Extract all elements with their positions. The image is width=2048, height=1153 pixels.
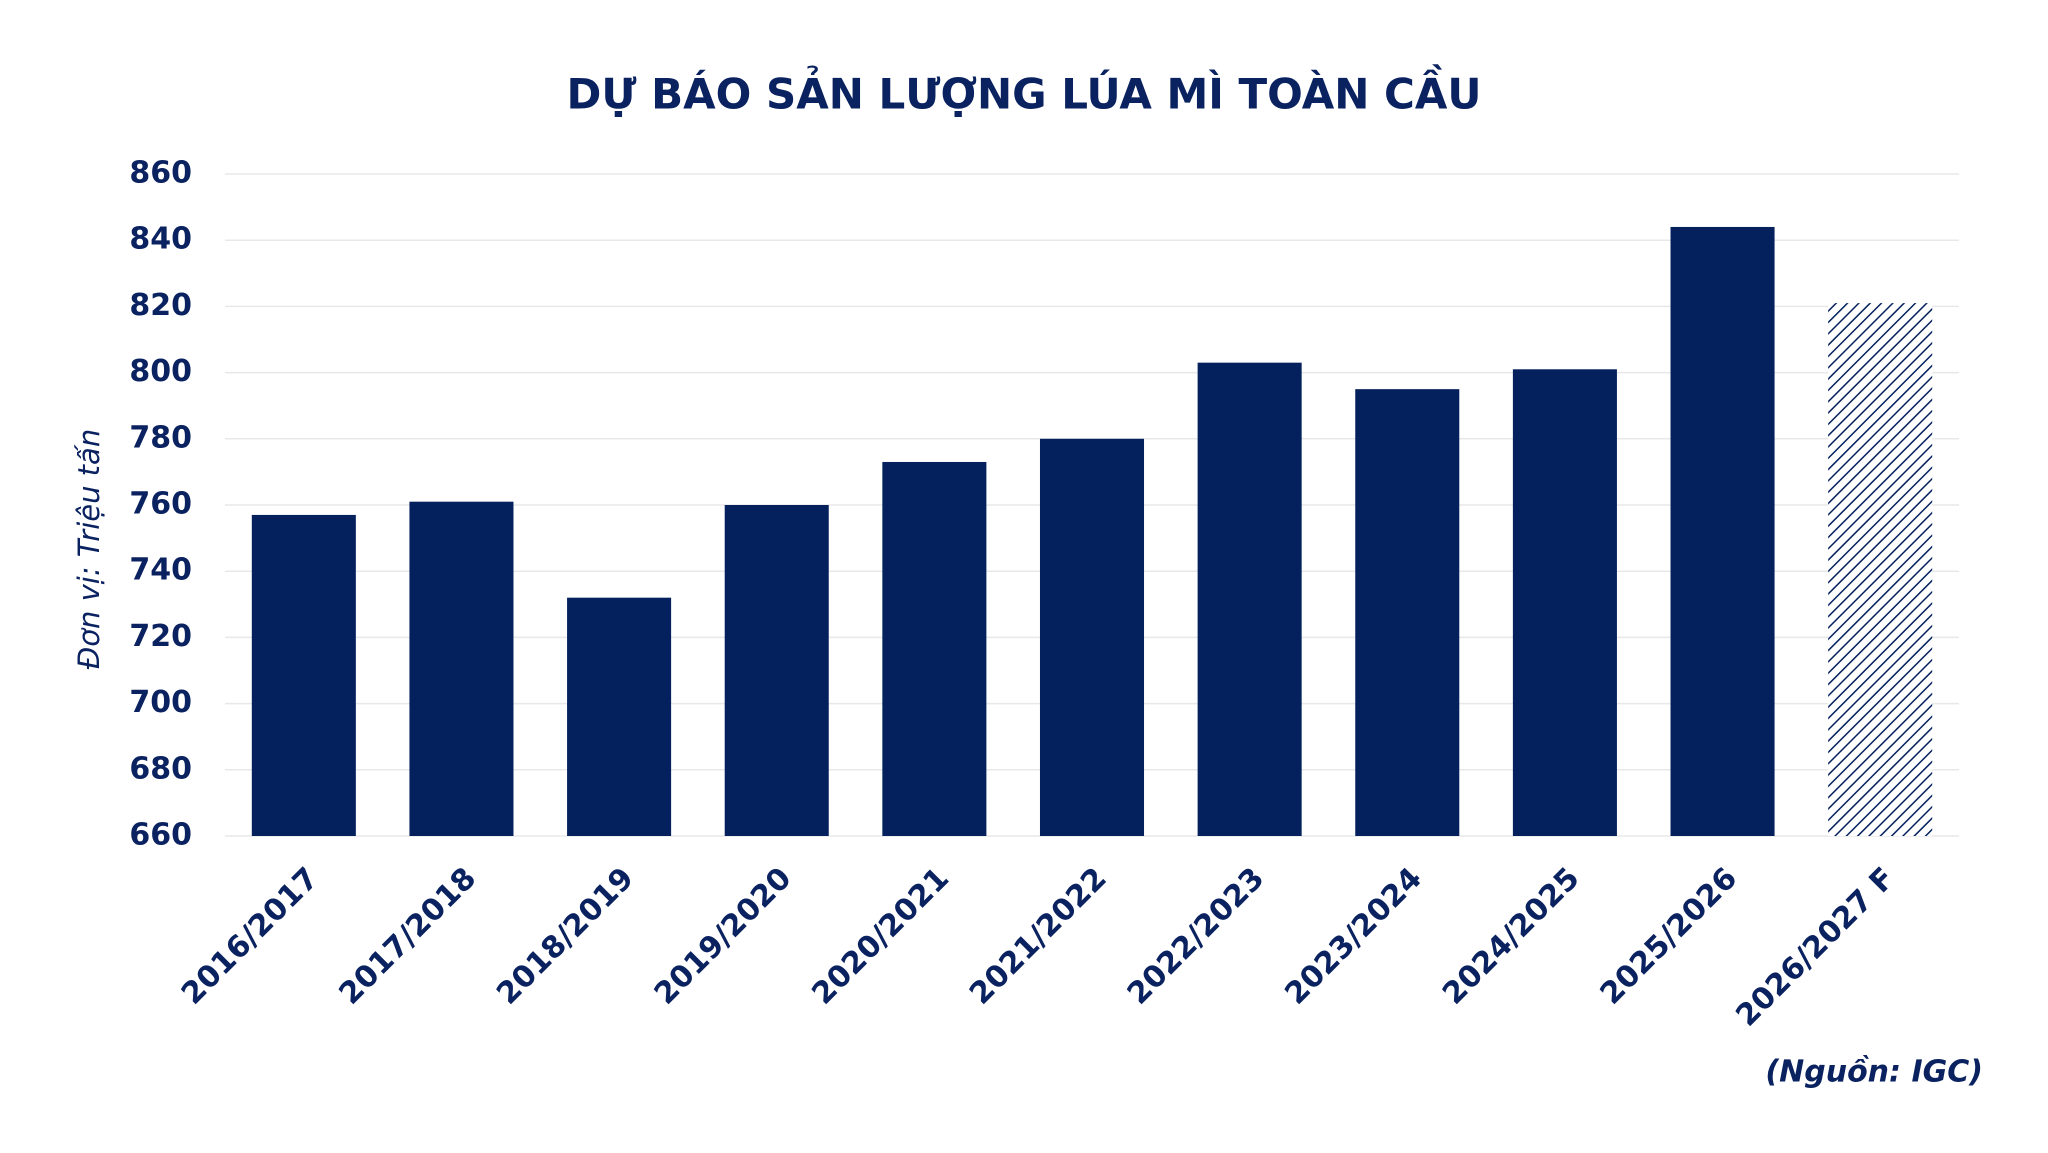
bar [1039, 438, 1145, 836]
y-tick-label: 660 [129, 818, 192, 853]
x-tick-label: 2016/2017 [175, 861, 326, 1012]
y-tick-label: 860 [129, 156, 192, 191]
bar [1197, 362, 1302, 836]
y-axis-label: Đơn vị: Triệu tấn [72, 429, 106, 669]
x-tick-label: 2018/2019 [490, 861, 641, 1012]
y-tick-label: 740 [129, 553, 192, 588]
y-tick-label: 780 [129, 420, 192, 455]
y-tick-label: 760 [129, 487, 192, 522]
y-tick-label: 720 [129, 619, 192, 654]
y-tick-label: 840 [129, 222, 192, 257]
chart-title: DỰ BÁO SẢN LƯỢNG LÚA MÌ TOÀN CẦU [567, 64, 1482, 119]
y-tick-label: 800 [129, 354, 192, 389]
bar [1512, 369, 1617, 836]
x-tick-label: 2023/2024 [1278, 861, 1429, 1012]
x-tick-label: 2020/2021 [805, 861, 956, 1012]
y-tick-label: 680 [129, 751, 192, 786]
y-tick-label: 700 [129, 685, 192, 720]
bar [882, 461, 987, 836]
bar [567, 597, 672, 836]
bar [251, 514, 356, 836]
bar [409, 501, 514, 836]
bar [724, 505, 829, 836]
bar [1355, 389, 1460, 836]
x-tick-label: 2021/2022 [963, 861, 1114, 1012]
source: (Nguồn: IGC) [1765, 1055, 1983, 1090]
x-tick-label: 2024/2025 [1436, 861, 1587, 1012]
x-tick-label: 2022/2023 [1121, 861, 1272, 1012]
x-tick-label: 2019/2020 [648, 861, 799, 1012]
x-tick-label: 2017/2018 [333, 861, 484, 1012]
y-tick-label: 820 [129, 288, 192, 323]
bar [1828, 303, 1933, 837]
bar [1670, 226, 1775, 836]
x-tick-label: 2026/2027 F [1729, 861, 1901, 1033]
x-tick-label: 2025/2026 [1594, 861, 1745, 1012]
